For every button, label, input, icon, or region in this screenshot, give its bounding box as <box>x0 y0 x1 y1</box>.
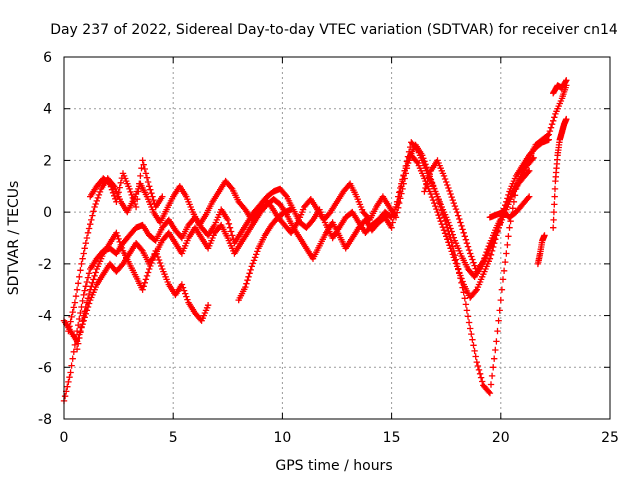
series-sat-f <box>235 206 295 304</box>
x-axis-label: GPS time / hours <box>275 458 392 474</box>
series-sat-h <box>486 193 533 221</box>
data-point-marks <box>534 232 548 268</box>
y-axis-label: SDTVAR / TECUs <box>6 181 22 296</box>
data-point-marks <box>60 136 552 345</box>
data-marks <box>60 77 570 405</box>
x-tick-label: 20 <box>492 430 510 446</box>
series-sat-d <box>73 229 212 353</box>
x-tick-label: 0 <box>60 430 69 446</box>
series-sat-k <box>550 77 570 97</box>
series-sat-b <box>60 136 552 345</box>
data-point-marks <box>73 229 212 353</box>
chart-title: Day 237 of 2022, Sidereal Day-to-day VTE… <box>50 22 618 38</box>
data-point-marks <box>235 206 295 304</box>
data-point-marks <box>486 193 533 221</box>
x-tick-label: 25 <box>601 430 619 446</box>
data-point-marks <box>550 115 570 231</box>
y-tick-label: -8 <box>38 412 52 428</box>
x-tick-label: 5 <box>169 430 178 446</box>
y-tick-label: -6 <box>38 360 52 376</box>
series-sat-i <box>534 232 548 268</box>
grid <box>64 57 610 419</box>
data-point-marks <box>87 157 166 211</box>
y-tick-label: 0 <box>43 205 52 221</box>
x-tick-label: 10 <box>273 430 291 446</box>
plot-frame <box>63 56 611 420</box>
series-sat-j <box>550 115 570 231</box>
x-tick-label: 15 <box>383 430 401 446</box>
y-tick-label: 4 <box>43 102 52 118</box>
data-point-marks <box>421 157 533 275</box>
axis-ticks: 0 5 10 15 20 25 -8 -6 -4 -2 0 2 4 6 <box>38 50 619 446</box>
y-tick-label: -2 <box>38 257 52 273</box>
y-tick-label: -4 <box>38 309 52 325</box>
series-sat-e <box>87 157 166 211</box>
data-point-marks <box>550 77 570 97</box>
series-sat-g <box>421 157 533 275</box>
y-tick-label: 2 <box>43 153 52 169</box>
y-tick-label: 6 <box>43 50 52 66</box>
